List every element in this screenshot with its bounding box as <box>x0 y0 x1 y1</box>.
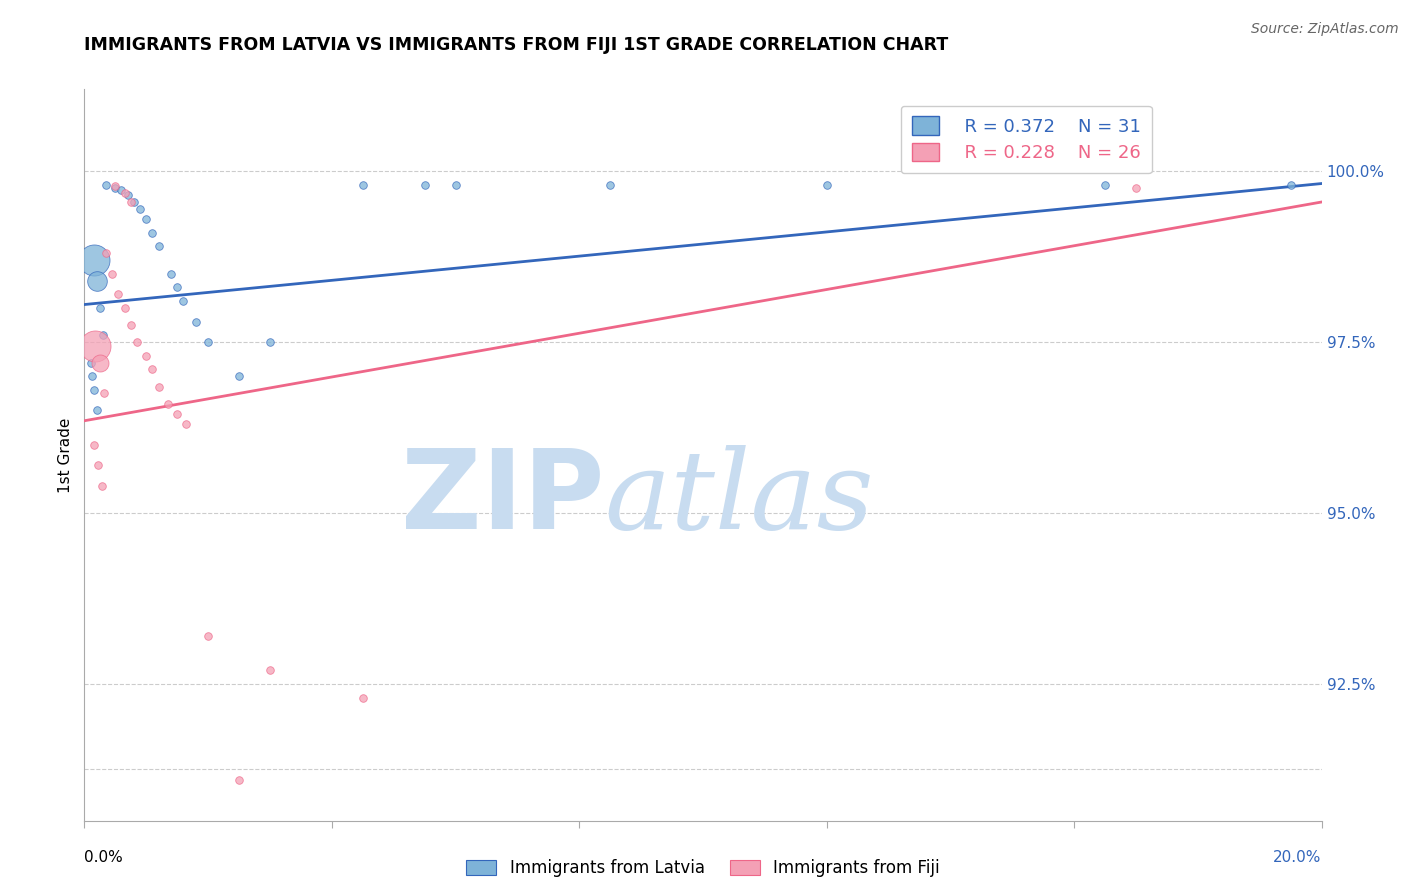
Point <box>197 335 219 350</box>
Text: IMMIGRANTS FROM LATVIA VS IMMIGRANTS FROM FIJI 1ST GRADE CORRELATION CHART: IMMIGRANTS FROM LATVIA VS IMMIGRANTS FRO… <box>84 36 949 54</box>
Point <box>83 438 105 452</box>
Point <box>107 287 129 301</box>
Point <box>117 188 139 202</box>
Point <box>86 274 108 288</box>
Point <box>141 362 163 376</box>
Point <box>259 335 281 350</box>
Y-axis label: 1st Grade: 1st Grade <box>58 417 73 492</box>
Point <box>148 239 170 253</box>
Point <box>228 369 250 384</box>
Point <box>444 178 467 192</box>
Legend: Immigrants from Latvia, Immigrants from Fiji: Immigrants from Latvia, Immigrants from … <box>460 853 946 884</box>
Point <box>87 458 110 472</box>
Point <box>94 178 117 192</box>
Point <box>83 253 105 268</box>
Text: ZIP: ZIP <box>401 445 605 552</box>
Point <box>101 267 124 281</box>
Point <box>80 369 103 384</box>
Point <box>110 183 132 197</box>
Point <box>120 194 142 209</box>
Point <box>160 267 183 281</box>
Point <box>1094 178 1116 192</box>
Point <box>166 407 188 421</box>
Point <box>86 403 108 417</box>
Legend:   R = 0.372    N = 31,   R = 0.228    N = 26: R = 0.372 N = 31, R = 0.228 N = 26 <box>901 105 1152 173</box>
Point <box>104 179 127 194</box>
Point <box>93 386 115 401</box>
Point <box>114 186 136 200</box>
Point <box>228 772 250 787</box>
Point <box>197 629 219 643</box>
Point <box>135 349 157 363</box>
Point <box>352 178 374 192</box>
Point <box>89 301 111 315</box>
Point <box>1279 178 1302 192</box>
Point <box>352 690 374 705</box>
Text: atlas: atlas <box>605 445 873 552</box>
Point <box>83 383 105 397</box>
Point <box>89 356 111 370</box>
Point <box>94 246 117 260</box>
Point <box>413 178 436 192</box>
Point <box>120 318 142 332</box>
Point <box>148 379 170 393</box>
Point <box>91 328 114 343</box>
Point <box>125 335 148 350</box>
Point <box>84 338 107 352</box>
Point <box>114 301 136 315</box>
Point <box>79 356 101 370</box>
Point <box>184 315 207 329</box>
Point <box>135 212 157 227</box>
Point <box>122 194 145 209</box>
Point <box>172 294 194 309</box>
Text: 20.0%: 20.0% <box>1274 850 1322 865</box>
Point <box>815 178 838 192</box>
Text: 0.0%: 0.0% <box>84 850 124 865</box>
Point <box>259 663 281 677</box>
Point <box>104 181 127 195</box>
Point <box>166 280 188 294</box>
Point <box>1125 181 1147 195</box>
Point <box>90 478 112 492</box>
Point <box>141 226 163 240</box>
Point <box>156 397 179 411</box>
Point <box>176 417 198 432</box>
Point <box>599 178 621 192</box>
Text: Source: ZipAtlas.com: Source: ZipAtlas.com <box>1251 22 1399 37</box>
Point <box>129 202 152 216</box>
